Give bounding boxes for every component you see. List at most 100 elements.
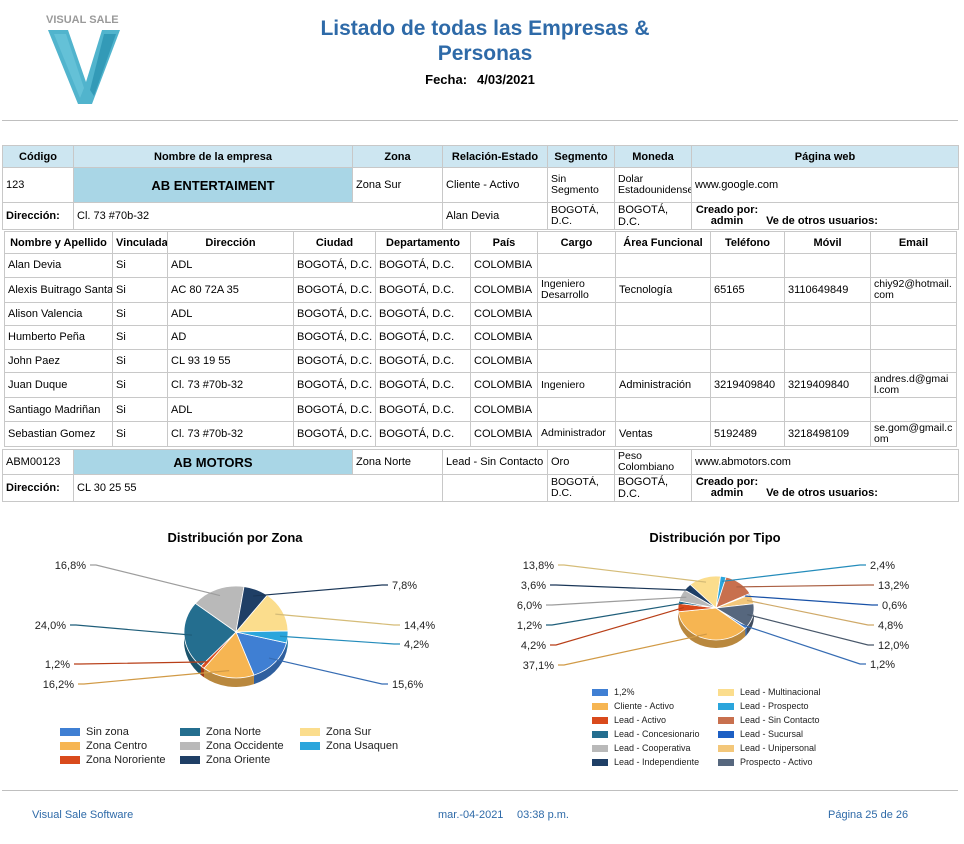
persona-pais: COLOMBIA	[470, 301, 538, 327]
persona-email	[870, 397, 957, 422]
legend-item: Zona Sur	[300, 726, 371, 738]
data-label: 12,0%	[878, 640, 909, 652]
legend-swatch	[592, 716, 608, 724]
legend-label: Lead - Sucursal	[740, 729, 804, 739]
persona-ciudad: BOGOTÁ, D.C.	[293, 372, 376, 399]
persona-telefono	[710, 397, 785, 422]
legend-item: Lead - Sin Contacto	[718, 715, 820, 725]
leader-line	[722, 564, 866, 582]
ve-otros-label: Ve de otros usuarios:	[766, 487, 878, 499]
legend-item: Lead - Multinacional	[718, 687, 821, 697]
col-segmento: Segmento	[547, 145, 615, 168]
col-zona: Zona	[352, 145, 443, 168]
persona-pais: COLOMBIA	[470, 348, 538, 374]
legend-label: Zona Centro	[86, 740, 148, 752]
legend-label: Lead - Activo	[614, 715, 667, 725]
persona-ciudad: BOGOTÁ, D.C.	[293, 276, 376, 303]
leader-line	[546, 596, 687, 606]
company-codigo: 123	[2, 167, 74, 203]
legend-label: Sin zona	[86, 726, 129, 738]
col-cargo: Cargo	[537, 231, 616, 254]
data-label: 3,6%	[521, 580, 546, 592]
footer-date: mar.-04-2021	[438, 809, 504, 821]
data-label: 24,0%	[35, 620, 66, 632]
persona-email[interactable]: se.gom@gmail.com	[870, 420, 957, 447]
legend-label: Zona Oriente	[206, 754, 271, 766]
persona-cargo: Ingeniero	[537, 372, 616, 399]
people-header-row: Nombre y Apellido Vinculada Dirección Ci…	[4, 231, 957, 254]
legend-swatch	[60, 756, 80, 764]
company-contacto: Alan Devia	[442, 202, 548, 230]
pie-slice-side	[678, 611, 746, 648]
company-direccion: Cl. 73 #70b-32	[73, 202, 443, 230]
col-pais: País	[470, 231, 538, 254]
persona-cargo	[537, 253, 616, 278]
persona-telefono	[710, 348, 785, 374]
persona-nombre: Alison Valencia	[4, 301, 113, 327]
persona-cargo	[537, 301, 616, 327]
company-web[interactable]: www.google.com	[691, 167, 959, 203]
persona-cargo	[537, 348, 616, 374]
persona-nombre: Alan Devia	[4, 253, 113, 278]
persona-direccion: CL 93 19 55	[167, 348, 294, 374]
visual-sale-logo: VISUAL SALE	[44, 12, 124, 108]
leader-line	[70, 624, 192, 636]
col-pagina-web: Página web	[691, 145, 959, 168]
persona-email[interactable]: andres.d@gmail.com	[870, 372, 957, 399]
creado-por-value: admin	[710, 487, 744, 499]
leader-line	[558, 564, 707, 583]
col-nombre-apellido: Nombre y Apellido	[4, 231, 113, 254]
legend-item: Zona Oriente	[180, 754, 270, 766]
chart-zona-legend: Sin zona Zona Norte Zona Sur Zona Centro Zon…	[60, 726, 460, 770]
legend-swatch	[180, 728, 200, 736]
company-zona: Zona Norte	[352, 449, 443, 475]
company-web[interactable]: www.abmotors.com	[691, 449, 959, 475]
company-direccion-row: Dirección: Cl. 73 #70b-32 Alan Devia BOG…	[2, 202, 959, 230]
table-row: Alison Valencia Si ADL BOGOTÁ, D.C. BOGOTÁ, …	[4, 301, 957, 327]
ve-otros-label: Ve de otros usuarios:	[766, 215, 878, 227]
col-codigo: Código	[2, 145, 74, 168]
pie-slice-side	[286, 632, 288, 652]
persona-direccion: AC 80 72A 35	[167, 276, 294, 303]
persona-direccion: ADL	[167, 301, 294, 327]
legend-item: Lead - Independiente	[592, 757, 699, 767]
company-row: ABM00123 AB MOTORS Zona Norte Lead - Sin…	[2, 449, 959, 475]
legend-swatch	[592, 702, 608, 710]
persona-nombre: Sebastian Gomez	[4, 420, 113, 447]
persona-email	[870, 253, 957, 278]
persona-nombre: Juan Duque	[4, 372, 113, 399]
data-label: 37,1%	[523, 660, 554, 672]
persona-telefono: 65165	[710, 276, 785, 303]
persona-vinculada: Si	[112, 420, 168, 447]
table-row: Humberto Peña Si AD BOGOTÁ, D.C. BOGOTÁ, D.C…	[4, 325, 957, 350]
legend-item: Zona Centro	[60, 740, 147, 752]
persona-nombre: Santiago Madriñan	[4, 397, 113, 422]
persona-cargo	[537, 397, 616, 422]
persona-direccion: ADL	[167, 397, 294, 422]
data-label: 4,2%	[521, 640, 546, 652]
leader-line	[741, 624, 866, 665]
legend-item: Lead - Activo	[592, 715, 666, 725]
persona-departamento: BOGOTÁ, D.C.	[375, 301, 471, 327]
persona-area: Tecnología	[615, 276, 711, 303]
persona-pais: COLOMBIA	[470, 276, 538, 303]
persona-ciudad: BOGOTÁ, D.C.	[293, 301, 376, 327]
company-departamento: BOGOTÁ, D.C.	[614, 202, 692, 230]
persona-nombre: Humberto Peña	[4, 325, 113, 350]
company-zona: Zona Sur	[352, 167, 443, 203]
persona-email[interactable]: chiy92@hotmail.com	[870, 276, 957, 303]
persona-cargo: Ingeniero Desarrollo	[537, 276, 616, 303]
persona-area: Ventas	[615, 420, 711, 447]
data-label: 1,2%	[517, 620, 542, 632]
col-vinculada: Vinculada	[112, 231, 168, 254]
company-table-2: ABM00123 AB MOTORS Zona Norte Lead - Sin…	[2, 449, 959, 502]
table-row: John Paez Si CL 93 19 55 BOGOTÁ, D.C. BOGOTÁ…	[4, 348, 957, 374]
col-relacion-estado: Relación-Estado	[442, 145, 548, 168]
persona-nombre: Alexis Buitrago Santa	[4, 276, 113, 303]
company-name: AB MOTORS	[73, 449, 353, 475]
company-ciudad: BOGOTÁ, D.C.	[547, 474, 615, 502]
legend-swatch	[592, 758, 608, 766]
persona-departamento: BOGOTÁ, D.C.	[375, 348, 471, 374]
persona-departamento: BOGOTÁ, D.C.	[375, 253, 471, 278]
legend-label: Prospecto - Activo	[740, 757, 813, 767]
